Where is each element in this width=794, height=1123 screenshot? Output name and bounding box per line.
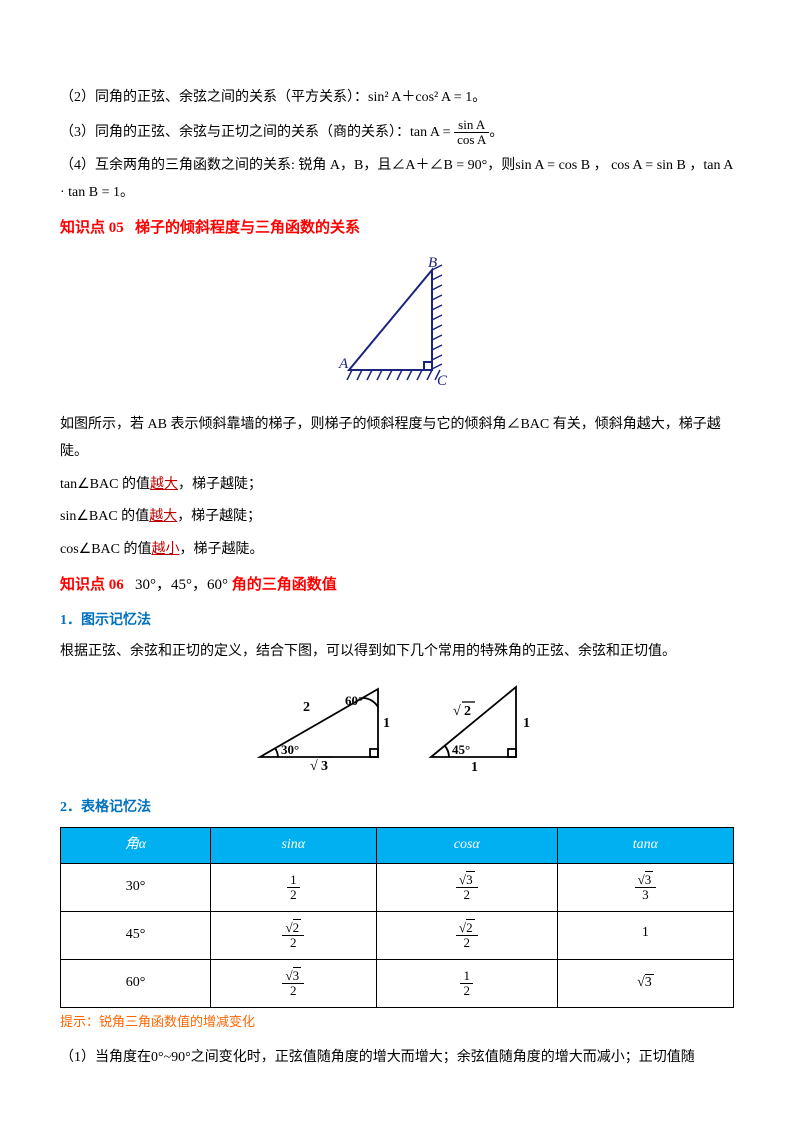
cell-tan: 33: [557, 863, 733, 911]
section-05-title: 知识点 05 梯子的倾斜程度与三角函数的关系: [60, 214, 734, 243]
tan-post: ，梯子越陡；: [178, 477, 262, 492]
cell-tan: 3: [557, 959, 733, 1007]
cell-cos: 12: [376, 959, 557, 1007]
angle-60: 60°: [345, 693, 363, 708]
trig-table: 角α sinα cosα tanα 30° 12 32 33 45° 22 22…: [60, 827, 734, 1008]
th-sin: sinα: [211, 828, 377, 864]
hint-text: 提示：锐角三角函数值的增减变化: [60, 1010, 734, 1035]
svg-text:√: √: [453, 704, 461, 719]
hyp-2: 2: [303, 700, 310, 715]
table-row: 60° 32 12 3: [61, 959, 734, 1007]
table-header-row: 角α sinα cosα tanα: [61, 828, 734, 864]
vertex-a: A: [338, 356, 349, 372]
para-tan: tan∠BAC 的值越大，梯子越陡；: [60, 472, 734, 499]
angle-45: 45°: [452, 742, 470, 757]
table-row: 30° 12 32 33: [61, 863, 734, 911]
sec05-label: 知识点 05: [60, 220, 124, 236]
cos-emph: 越小: [152, 542, 180, 557]
para-9: （1）当角度在0°~90°之间变化时，正弦值随角度的增大而增大；余弦值随角度的增…: [60, 1045, 734, 1072]
sec06-text: 角的三角函数值: [232, 577, 337, 593]
ladder-triangle-figure: A B C: [60, 255, 734, 401]
sec05-text: 梯子的倾斜程度与三角函数的关系: [135, 220, 360, 236]
d: 2: [282, 936, 304, 950]
p2-pre: （3）同角的正弦、余弦与正切之间的关系（商的关系）：tan A =: [60, 125, 454, 140]
vertex-c: C: [437, 373, 448, 389]
tan-pre: tan∠BAC 的值: [60, 477, 150, 492]
n: 1: [460, 969, 473, 984]
frac-num: sin A: [454, 118, 489, 133]
tri-45: √ 2 1 45° 1: [416, 677, 546, 772]
sin-pre: sin∠BAC 的值: [60, 509, 149, 524]
sec06-label: 知识点 06: [60, 577, 124, 593]
base-1: 1: [471, 760, 478, 772]
cell-cos: 32: [376, 863, 557, 911]
frac-tan: sin Acos A: [454, 118, 489, 148]
sin-post: ，梯子越陡；: [177, 509, 261, 524]
cell-angle: 45°: [61, 911, 211, 959]
d: 2: [460, 984, 473, 998]
side-r3: 3: [321, 759, 328, 772]
cell-sin: 32: [211, 959, 377, 1007]
cell-sin: 22: [211, 911, 377, 959]
para-2: （2）同角的正弦、余弦之间的关系（平方关系）：sin² A＋cos² A = 1…: [60, 85, 734, 112]
svg-text:√: √: [310, 759, 318, 772]
th-cos: cosα: [376, 828, 557, 864]
frac-den: cos A: [454, 133, 489, 147]
para-cos: cos∠BAC 的值越小，梯子越陡。: [60, 537, 734, 564]
cos-pre: cos∠BAC 的值: [60, 542, 152, 557]
d: 2: [287, 888, 300, 902]
para-8: 根据正弦、余弦和正切的定义，结合下图，可以得到如下几个常用的特殊角的正弦、余弦和…: [60, 639, 734, 666]
vertex-b: B: [428, 255, 437, 271]
d: 2: [456, 888, 478, 902]
side-1: 1: [383, 716, 390, 731]
sub-1: 1．图示记忆法: [60, 608, 734, 635]
angle-30: 30°: [281, 742, 299, 757]
para-sin: sin∠BAC 的值越大，梯子越陡；: [60, 504, 734, 531]
cell-angle: 60°: [61, 959, 211, 1007]
tan-emph: 越大: [150, 477, 178, 492]
hyp-r2: 2: [464, 704, 471, 719]
d: 2: [282, 984, 304, 998]
cell-sin: 12: [211, 863, 377, 911]
para-4: （4）互余两角的三角函数之间的关系: 锐角 A，B，且∠A＋∠B = 90°，则…: [60, 153, 734, 206]
para-3: （3）同角的正弦、余弦与正切之间的关系（商的关系）：tan A = sin Ac…: [60, 118, 734, 148]
side-1b: 1: [523, 716, 530, 731]
sub-2: 2．表格记忆法: [60, 795, 734, 822]
th-tan: tanα: [557, 828, 733, 864]
d: 2: [456, 936, 478, 950]
table-row: 45° 22 22 1: [61, 911, 734, 959]
special-triangles-figure: 2 60° 1 30° √ 3 √ 2 1 45° 1: [60, 677, 734, 783]
cell-tan: 1: [557, 911, 733, 959]
ladder-svg: A B C: [327, 255, 467, 390]
tri-30-60: 2 60° 1 30° √ 3: [248, 677, 398, 772]
sec06-angles: 30°，45°，60°: [135, 577, 228, 593]
n: 1: [287, 873, 300, 888]
sin-emph: 越大: [149, 509, 177, 524]
cell-angle: 30°: [61, 863, 211, 911]
p2-post: 。: [489, 125, 503, 140]
cell-cos: 22: [376, 911, 557, 959]
d: 3: [635, 888, 657, 902]
para-ladder: 如图所示，若 AB 表示倾斜靠墙的梯子，则梯子的倾斜程度与它的倾斜角∠BAC 有…: [60, 412, 734, 465]
section-06-title: 知识点 06 30°，45°，60° 角的三角函数值: [60, 571, 734, 600]
th-angle: 角α: [61, 828, 211, 864]
cos-post: ，梯子越陡。: [180, 542, 264, 557]
